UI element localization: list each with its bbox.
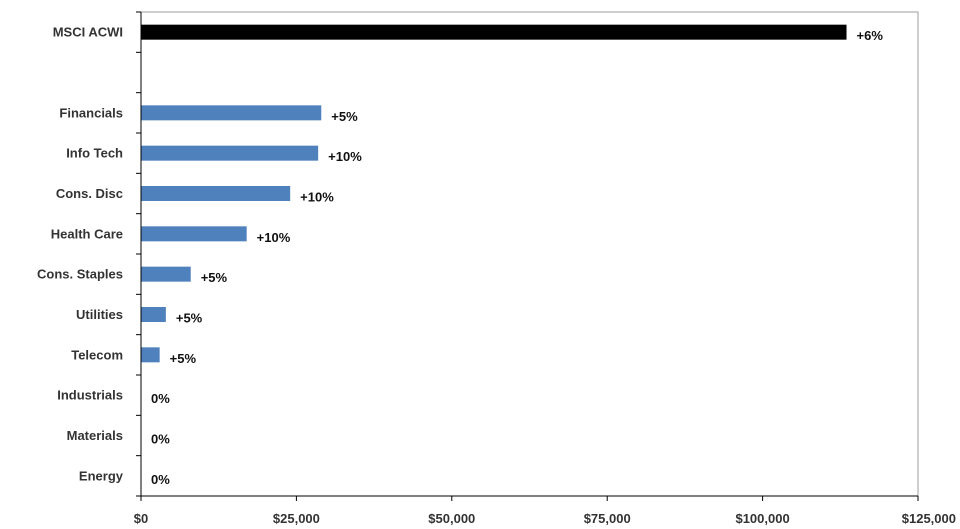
plot-frame bbox=[140, 11, 919, 497]
bar bbox=[141, 186, 291, 201]
bar bbox=[141, 266, 191, 282]
data-label: +5% bbox=[176, 311, 203, 326]
category-label: Utilities bbox=[76, 307, 123, 322]
data-label: +5% bbox=[201, 270, 228, 285]
x-tick-label: $100,000 bbox=[735, 511, 789, 526]
labels-layer: MSCI ACWI +6% Financials +5% Info Tech +10% Co… bbox=[37, 25, 883, 487]
x-tick-label: $125,000 bbox=[902, 511, 956, 526]
data-label: 0% bbox=[151, 432, 170, 447]
data-label: +10% bbox=[328, 149, 362, 164]
x-tick-label: $75,000 bbox=[584, 511, 631, 526]
data-label: +6% bbox=[857, 28, 884, 43]
x-tick-label: $50,000 bbox=[428, 511, 475, 526]
category-label: Materials bbox=[67, 428, 123, 443]
data-label: +10% bbox=[300, 190, 334, 205]
category-label: MSCI ACWI bbox=[53, 25, 123, 40]
bars-layer bbox=[141, 24, 847, 363]
data-label: +10% bbox=[257, 230, 291, 245]
x-tick-label: $0 bbox=[134, 511, 148, 526]
category-label: Info Tech bbox=[66, 146, 123, 161]
x-tick-label: $25,000 bbox=[273, 511, 320, 526]
category-label: Cons. Staples bbox=[37, 267, 123, 282]
data-label: 0% bbox=[151, 472, 170, 487]
bar bbox=[141, 226, 247, 242]
bar bbox=[141, 347, 160, 363]
axes-layer: $0 $25,000 $50,000 $75,000 $100,000 $125,000 bbox=[134, 11, 956, 526]
category-label: Energy bbox=[79, 468, 124, 483]
bar bbox=[141, 307, 166, 322]
data-label: +5% bbox=[170, 351, 197, 366]
category-label: Cons. Disc bbox=[56, 186, 123, 201]
data-label: 0% bbox=[151, 391, 170, 406]
category-label: Health Care bbox=[51, 226, 123, 241]
data-label: +5% bbox=[331, 109, 358, 124]
category-label: Financials bbox=[59, 105, 123, 120]
category-label: Industrials bbox=[57, 388, 123, 403]
bar bbox=[141, 145, 319, 161]
category-label: Telecom bbox=[71, 347, 123, 362]
bar bbox=[141, 24, 847, 40]
bar bbox=[141, 105, 322, 121]
